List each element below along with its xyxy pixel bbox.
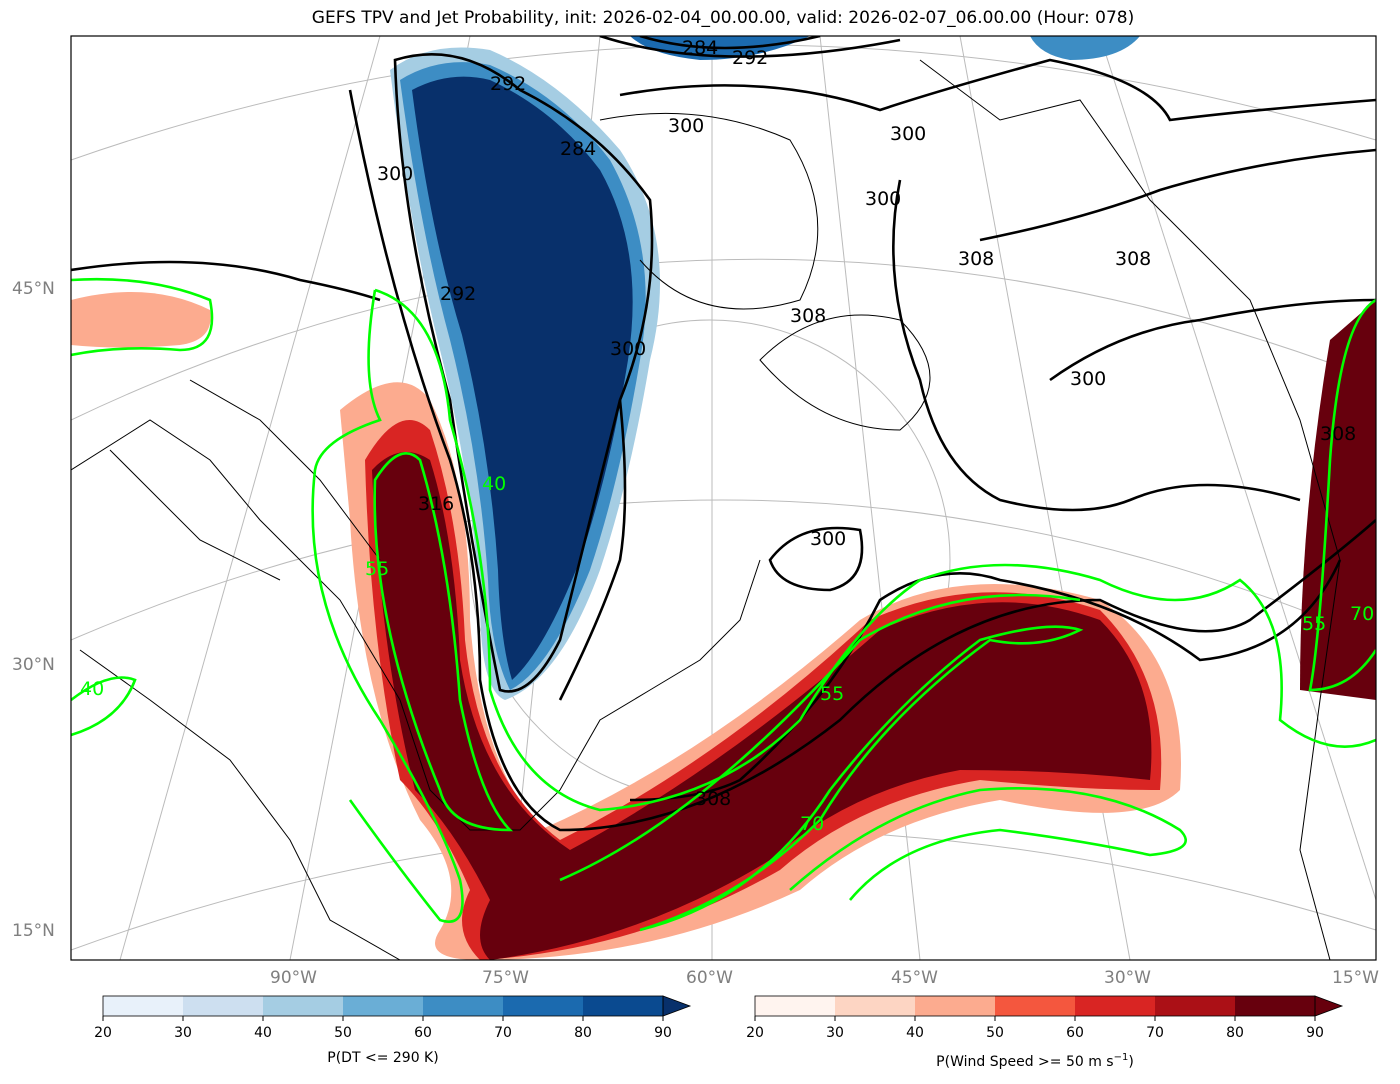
map-frame [70,35,1377,961]
theta-label: 300 [668,115,704,137]
map-plot-area: 284 292 292 300 284 300 292 300 300 300 … [71,36,1376,960]
colorbar-cell [583,996,663,1016]
colorbar-cell [995,996,1075,1016]
theta-contours [71,36,1376,832]
jet-probability-fill [71,292,1376,960]
theta-label: 308 [1115,248,1151,270]
colorbar-cell [343,996,423,1016]
colorbar-tick-label: 80 [1226,1025,1244,1041]
theta-label: 284 [682,37,718,59]
theta-label: 284 [560,138,596,160]
colorbar-extend-arrow [662,995,692,1017]
colorbar-tick-label: 30 [826,1025,844,1041]
colorbar-tick-label: 60 [414,1025,432,1041]
theta-label: 292 [490,73,526,95]
coastlines [71,59,1341,960]
lon-label: 15°W [1332,968,1379,988]
colorbar-cell [503,996,583,1016]
colorbar-tick-label: 90 [654,1025,672,1041]
colorbar-label: P(DT <= 290 K) [327,1050,438,1066]
colorbar-tick-label: 70 [1146,1025,1164,1041]
colorbar-tpv: 20 30 40 50 60 70 80 90 P(DT <= 290 K) [94,995,692,1066]
colorbar-tick-label: 20 [94,1025,112,1041]
colorbar-tick-label: 70 [494,1025,512,1041]
theta-label: 308 [695,788,731,810]
theta-label: 300 [890,123,926,145]
jet-label: 55 [365,558,389,580]
jet-label: 55 [820,683,844,705]
lat-label: 30°N [12,655,55,675]
jet-label: 70 [800,813,824,835]
lon-label: 30°W [1104,968,1151,988]
colorbar-tick-label: 50 [986,1025,1004,1041]
colorbar-tick-label: 60 [1066,1025,1084,1041]
colorbar-cell [915,996,995,1016]
lon-label: 75°W [482,968,529,988]
colorbar-tick-label: 40 [906,1025,924,1041]
colorbar-cell [1075,996,1155,1016]
jet-label: 55 [1302,613,1326,635]
jet-contours [71,277,1376,932]
latitude-labels: 45°N 30°N 15°N [12,279,55,941]
colorbar-cell [103,996,183,1016]
theta-label: 300 [610,338,646,360]
colorbar-cell [1155,996,1235,1016]
lat-label: 45°N [12,279,55,299]
jet-contour-labels: 40 55 55 70 70 55 40 [80,473,1374,835]
lon-label: 45°W [891,968,938,988]
jet-label: 40 [80,678,104,700]
colorbar-tick-label: 90 [1306,1025,1324,1041]
theta-label: 292 [440,283,476,305]
colorbar-cell [835,996,915,1016]
theta-label: 300 [377,163,413,185]
colorbar-cell [183,996,263,1016]
colorbar-tick-label: 80 [574,1025,592,1041]
colorbar-tick-label: 50 [334,1025,352,1041]
theta-label: 300 [810,528,846,550]
jet-label: 70 [1350,603,1374,625]
longitude-labels: 90°W 75°W 60°W 45°W 30°W 15°W [270,968,1379,988]
colorbar-jet: 20 30 40 50 60 70 80 90 P(Wind Speed >= 50 m s−… [746,995,1344,1070]
theta-label: 316 [418,493,454,515]
theta-contour-labels: 284 292 292 300 284 300 292 300 300 300 … [377,37,1356,810]
colorbar-tick-label: 20 [746,1025,764,1041]
theta-label: 300 [865,188,901,210]
lon-label: 60°W [686,968,733,988]
colorbar-cell [423,996,503,1016]
colorbar-cell [1235,996,1315,1016]
theta-label: 308 [1320,423,1356,445]
colorbar-label: P(Wind Speed >= 50 m s−1) [936,1052,1134,1070]
theta-label: 300 [1070,368,1106,390]
colorbar-extend-arrow [1314,995,1344,1017]
chart-title: GEFS TPV and Jet Probability, init: 2026… [311,8,1135,28]
colorbar-tick-label: 30 [174,1025,192,1041]
colorbar-frame [754,995,1316,1017]
colorbar-frame [102,995,664,1017]
colorbar-cell [263,996,343,1016]
theta-label: 308 [790,305,826,327]
colorbar-cell [755,996,835,1016]
tpv-probability-fill [390,36,1140,700]
lat-label: 15°N [12,921,55,941]
jet-label: 40 [482,473,506,495]
theta-label: 308 [958,248,994,270]
colorbar-tick-label: 40 [254,1025,272,1041]
lon-label: 90°W [270,968,317,988]
theta-label: 292 [732,47,768,69]
